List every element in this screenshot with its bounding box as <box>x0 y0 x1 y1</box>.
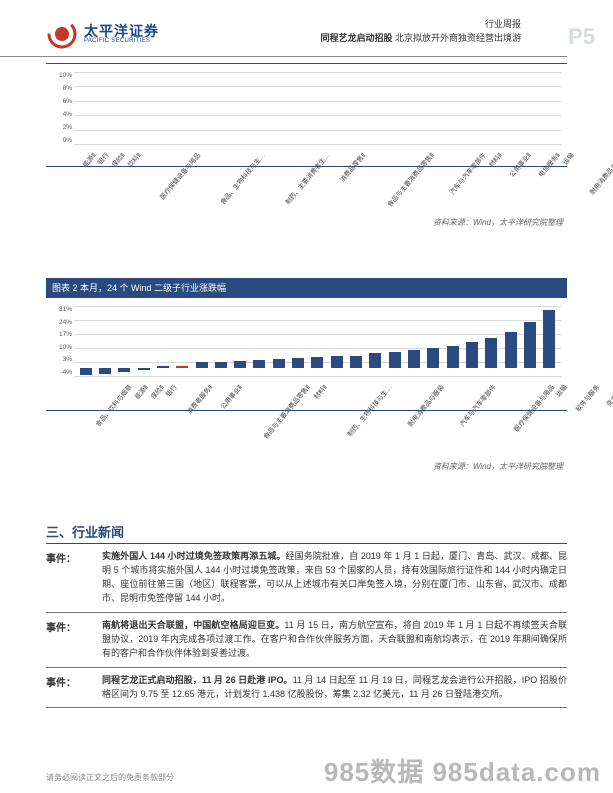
bar <box>99 368 111 374</box>
logo-cn: 太平洋证券 <box>84 24 159 38</box>
news-label: 事件： <box>46 550 88 565</box>
logo-en: PACIFIC SECURITIES <box>84 38 159 44</box>
bar <box>311 357 323 368</box>
report-category: 行业周报 <box>320 18 521 32</box>
news-label: 事件： <box>46 674 88 689</box>
bar <box>331 356 343 368</box>
bar <box>176 366 188 368</box>
bar <box>273 359 285 368</box>
bar <box>234 361 246 368</box>
bar <box>253 360 265 368</box>
news-label: 事件： <box>46 619 88 634</box>
bar <box>466 342 478 368</box>
bar <box>485 338 497 368</box>
bar <box>505 332 517 368</box>
bar <box>80 368 92 375</box>
news-body: 同程艺龙正式启动招股，11 月 26 日赴港 IPO。11 月 14 日起至 1… <box>102 674 567 702</box>
news-item: 事件： 南航将退出天合联盟，中国航空格局迎巨变。11 月 15 日，南方航空宣布，… <box>46 613 567 668</box>
news-item: 事件： 同程艺龙正式启动招股，11 月 26 日赴港 IPO。11 月 14 日起… <box>46 668 567 709</box>
bar <box>196 362 208 368</box>
logo-icon <box>46 18 78 50</box>
bar <box>215 362 227 368</box>
page-header: 太平洋证券 PACIFIC SECURITIES 行业周报 同程艺龙启动招股 北… <box>0 0 567 57</box>
section-3-heading: 三、行业新闻 <box>46 522 567 544</box>
bar <box>369 353 381 368</box>
bar <box>524 322 536 368</box>
page-number: P5 <box>568 24 595 50</box>
bar <box>157 366 169 368</box>
news-item: 事件： 实施外国人 144 小时过境免签政策再添五城。经国务院批准，自 2019 … <box>46 544 567 613</box>
chart-1: 10%8%6%4%2%0% 能源Ⅱ银行保险Ⅱ饮料Ⅱ医疗保健设备与用品食品、生物科… <box>46 63 567 228</box>
logo: 太平洋证券 PACIFIC SECURITIES <box>0 18 159 50</box>
chart-2: 31%24%17%10%3%-4% 食品、饮料与烟草能源Ⅱ保险Ⅱ银行消费者服务Ⅱ… <box>46 297 567 472</box>
news-body: 南航将退出天合联盟，中国航空格局迎巨变。11 月 15 日，南方航空宣布，将自 … <box>102 619 567 661</box>
watermark: 985数据 985data.com <box>324 752 601 789</box>
bar <box>292 358 304 368</box>
bar <box>389 352 401 368</box>
bar <box>427 348 439 368</box>
chart-2-caption: 图表 2 本月，24 个 Wind 二级子行业涨跌幅 <box>46 278 567 297</box>
report-title: 同程艺龙启动招股 北京拟放开外商独资经营出境游 <box>320 32 521 46</box>
bar <box>543 310 555 368</box>
news-body: 实施外国人 144 小时过境免签政策再添五城。经国务院批准，自 2019 年 1… <box>102 550 567 606</box>
bar <box>350 356 362 368</box>
bar <box>408 350 420 368</box>
bar <box>118 368 130 372</box>
header-meta: 行业周报 同程艺龙启动招股 北京拟放开外商独资经营出境游 <box>320 18 521 45</box>
bar <box>138 368 150 370</box>
bar <box>447 346 459 368</box>
disclaimer-footer: 请务必阅读正文之后的免责条款部分 <box>46 772 174 783</box>
